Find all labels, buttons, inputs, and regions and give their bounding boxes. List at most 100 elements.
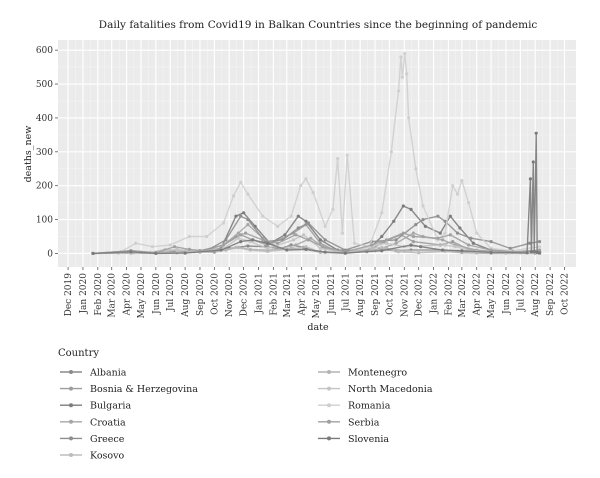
legend-entry: Kosovo [90,451,125,462]
x-tick-label: Feb 2022 [444,273,454,316]
data-point [150,245,155,249]
series-line [92,246,540,255]
data-point [276,241,280,245]
data-point [389,150,393,154]
legend-entry: Serbia [348,417,380,428]
legend-entry: Albania [89,368,127,379]
data-point [304,219,308,223]
data-point [451,239,455,244]
x-tick-label: Sep 2021 [371,273,381,316]
x-tick-label: Sep 2020 [196,273,206,316]
y-tick-label: 100 [36,216,53,226]
legend-key-point [327,370,331,374]
data-point [306,221,310,225]
x-tick-label: Jul 2020 [166,273,176,312]
data-point [291,238,296,242]
data-point [443,219,447,223]
data-point [231,194,236,198]
legend-entry: Slovenia [348,434,389,445]
data-point [441,238,445,242]
data-point [318,238,322,242]
data-point [234,214,238,218]
data-point [531,160,535,164]
data-point [528,177,533,181]
data-point [458,226,462,230]
data-point [441,248,445,252]
series-line [92,132,540,255]
data-point [469,236,473,240]
data-point [384,238,389,242]
data-point [91,251,95,256]
series-line [92,234,540,255]
data-point [443,231,447,235]
data-point [246,192,250,196]
data-point [285,248,289,252]
x-tick-label: Aug 2021 [356,273,366,318]
x-tick-label: Jun 2020 [152,273,162,315]
data-point [400,75,404,79]
data-point [261,238,265,242]
x-tick-label: Mar 2022 [458,273,468,318]
legend-entry: Bosnia & Herzegovina [90,384,198,395]
data-point [401,231,405,235]
legend-key-point [69,386,73,391]
data-point [421,204,425,208]
legend-entry: North Macedonia [348,384,433,395]
data-point [537,248,542,252]
y-axis: 0 100 200 300 400 500 600 [36,46,58,259]
chart-title: Daily fatalities from Covid19 in Balkan … [99,19,538,31]
legend-entry: Romania [348,401,391,412]
data-point [448,233,452,237]
data-point [532,250,536,254]
x-tick-label: Dec 2020 [240,273,250,317]
data-point [294,233,298,237]
data-point [443,243,447,247]
legend-key-point [327,403,331,408]
data-point [187,234,192,239]
series-layer [91,51,542,256]
x-tick-label: Nov 2020 [225,273,235,317]
legend-entry: Croatia [90,417,126,428]
legend-key-point [327,419,331,424]
legend-key-point [69,453,73,457]
y-tick-label: 0 [47,249,53,259]
x-tick-label: Mar 2020 [108,273,118,318]
y-tick-label: 300 [36,148,53,158]
data-point [384,241,389,245]
y-tick-label: 400 [36,114,53,124]
data-point [419,245,423,249]
data-point [234,234,238,239]
data-point [411,234,416,239]
data-point [224,238,228,242]
data-point [224,248,228,252]
data-point [306,238,310,242]
data-point [187,247,192,251]
data-point [321,245,325,249]
data-point [535,250,539,255]
plot-background [58,40,576,267]
series-line [92,52,540,255]
data-point [409,243,413,247]
data-point [236,231,240,235]
x-tick-label: Feb 2021 [269,273,279,316]
data-point [183,251,187,255]
data-point [392,219,396,223]
data-point [343,251,347,255]
data-point [421,217,425,222]
x-tick-label: Jan 2020 [79,273,89,315]
data-point [289,214,293,218]
x-tick-label: Feb 2020 [94,273,104,316]
data-point [236,236,240,240]
data-point [436,236,440,240]
data-point [405,72,409,76]
data-point [296,214,300,218]
data-point [414,167,418,171]
data-point [380,245,384,249]
data-point [246,217,250,222]
legend-entry: Montenegro [348,368,407,379]
x-tick-label: Jul 2021 [341,273,351,312]
data-point [345,153,349,157]
data-point [399,55,403,59]
y-tick-label: 600 [36,46,53,56]
data-point [331,207,335,212]
